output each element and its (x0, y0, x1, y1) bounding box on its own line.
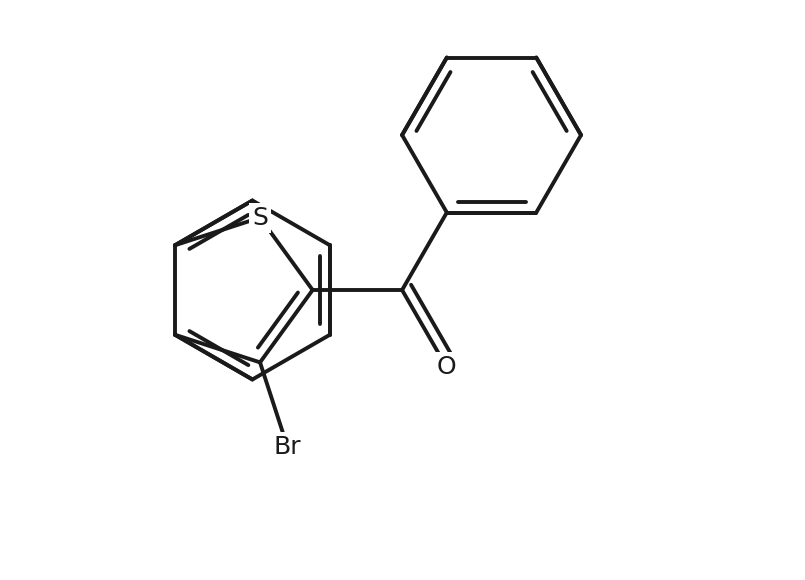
Text: Br: Br (274, 436, 302, 459)
Text: S: S (252, 206, 268, 230)
Text: O: O (437, 356, 456, 379)
